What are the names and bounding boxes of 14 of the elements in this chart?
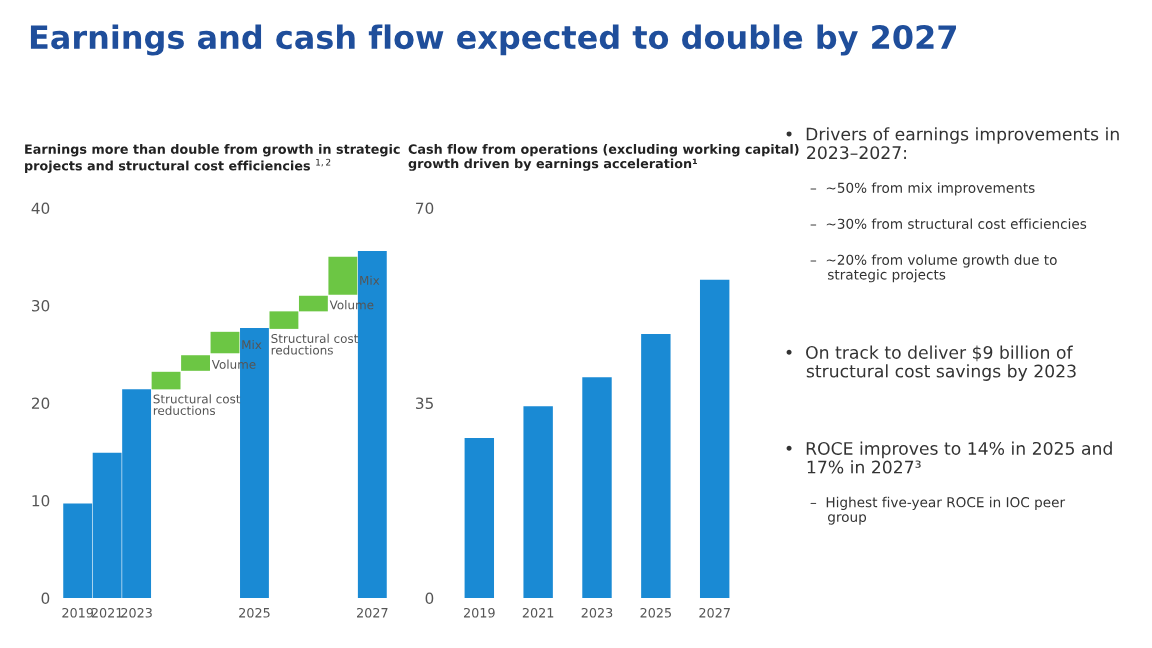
bar xyxy=(641,333,671,598)
bar xyxy=(523,406,553,598)
bar xyxy=(328,256,358,295)
bar xyxy=(181,355,210,371)
text: • ROCE improves to 14% in 2025 and 17% in 2027³ xyxy=(786,441,1112,474)
bar xyxy=(464,438,495,598)
bar xyxy=(699,279,730,598)
bar xyxy=(298,295,328,312)
text: Earnings and cash flow expected to double by 2027 xyxy=(30,24,956,56)
bar xyxy=(582,377,612,598)
text: • On track to deliver $9 billion of structural cost savings by 2023 xyxy=(786,345,1076,381)
bar xyxy=(151,371,181,390)
bar xyxy=(269,311,299,329)
bar xyxy=(210,331,240,354)
